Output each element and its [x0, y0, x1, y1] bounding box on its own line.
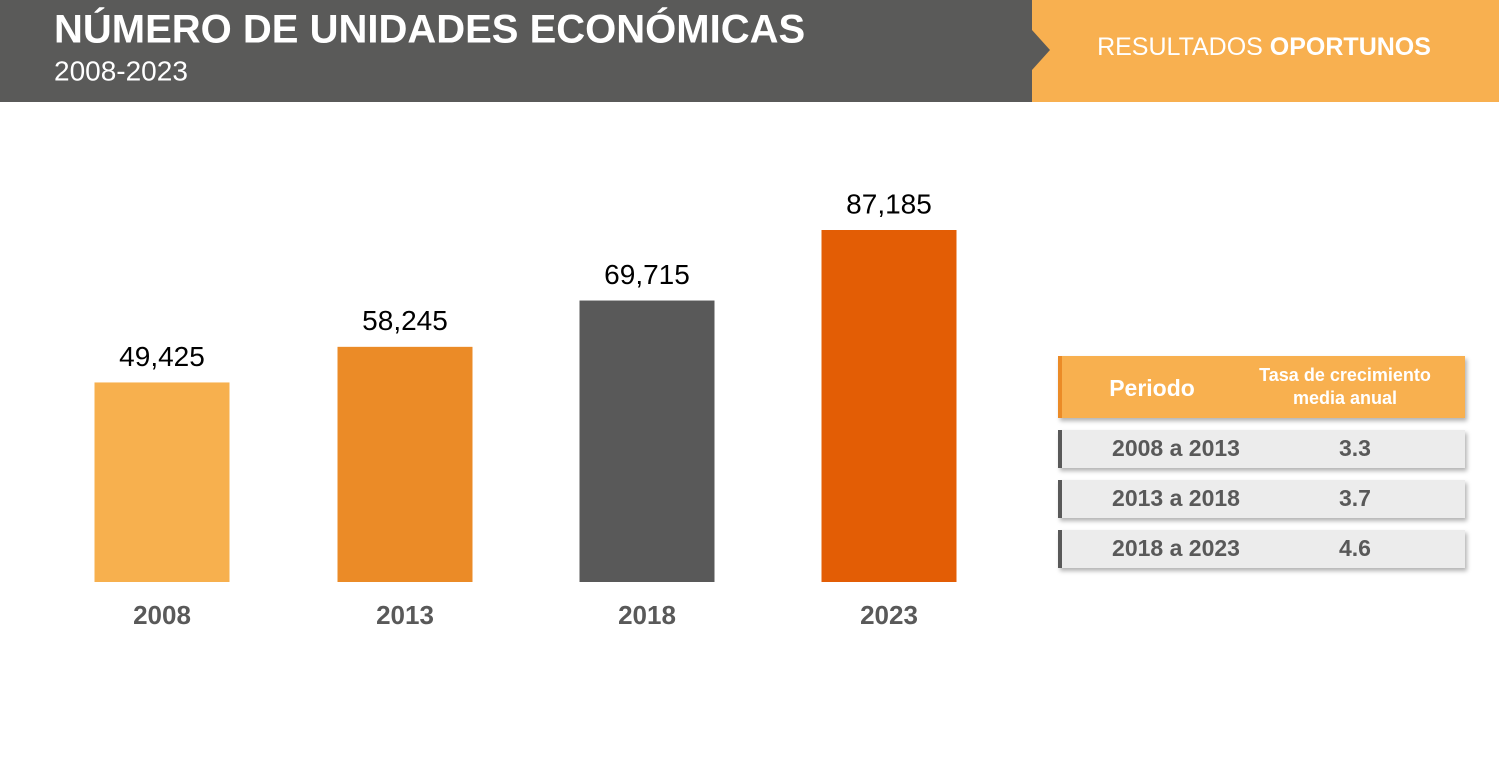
table-row-bg — [1058, 430, 1465, 468]
table-row-bg — [1058, 530, 1465, 568]
table-cell: 2018 a 2023 — [1112, 535, 1240, 561]
x-tick-label: 2008 — [133, 600, 191, 630]
tag-bold: OPORTUNOS — [1270, 33, 1431, 61]
table-row-accent — [1058, 480, 1062, 518]
subtitle: 2008-2023 — [54, 55, 188, 86]
table-cell: 2008 a 2013 — [1112, 435, 1240, 461]
tag-band — [1032, 0, 1499, 102]
x-tick-label: 2013 — [376, 600, 434, 630]
header-band — [0, 0, 1032, 102]
x-tick-label: 2023 — [860, 600, 918, 630]
growth-table: Periodo Tasa de crecimiento media anual … — [1058, 356, 1465, 568]
value-label: 49,425 — [119, 341, 205, 372]
table-row-accent — [1058, 530, 1062, 568]
value-label: 87,185 — [846, 188, 932, 219]
table-header-wrap: Tasa de crecimiento media anual — [1259, 365, 1431, 408]
tag: RESULTADOS OPORTUNOS — [1097, 33, 1431, 61]
table-row-accent — [1058, 430, 1062, 468]
tag-text: RESULTADOS — [1097, 33, 1263, 61]
value-label: 69,715 — [604, 259, 690, 290]
bar — [94, 382, 230, 582]
title: NÚMERO DE UNIDADES ECONÓMICAS — [54, 6, 805, 52]
table-header: Tasa de crecimiento media anual — [1259, 365, 1431, 408]
value-label: 58,245 — [362, 305, 448, 336]
bar — [337, 346, 473, 582]
table-header: Periodo — [1109, 375, 1195, 401]
table-header-bg — [1058, 356, 1465, 418]
table-cell: 4.6 — [1339, 535, 1371, 561]
bar — [579, 300, 715, 582]
table-cell: 3.7 — [1339, 485, 1371, 511]
table-row-bg — [1058, 480, 1465, 518]
table-cell: 3.3 — [1339, 435, 1371, 461]
table-header-accent — [1058, 356, 1062, 418]
notch — [1032, 30, 1050, 70]
table-cell: 2013 a 2018 — [1112, 485, 1240, 511]
bar — [821, 230, 957, 582]
x-tick-label: 2018 — [618, 600, 676, 630]
